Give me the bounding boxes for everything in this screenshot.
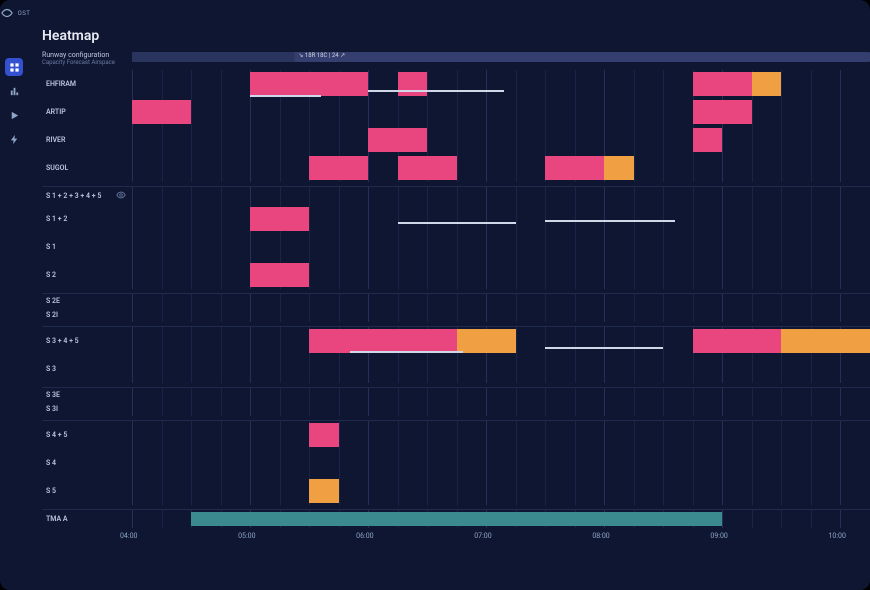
- heatmap-row: S 4 + 5: [42, 421, 870, 449]
- axis-tick: 08:00: [592, 532, 609, 540]
- row-label: S 3: [42, 355, 132, 383]
- row-label: S 5: [42, 477, 132, 505]
- heatmap-row: S 2I: [42, 308, 870, 322]
- heat-cell[interactable]: [545, 156, 604, 180]
- heatmap-row: S 1: [42, 233, 870, 261]
- main: Heatmap Runway configuration Capacity Fo…: [28, 0, 870, 590]
- section-6: TMA A: [42, 509, 870, 528]
- heat-cell[interactable]: [368, 128, 427, 152]
- heat-cell[interactable]: [250, 263, 309, 287]
- brand: OST: [0, 6, 30, 20]
- heatmap-row: EHFIRAM: [42, 70, 870, 98]
- row-label: S 3I: [42, 402, 132, 416]
- heat-cell[interactable]: [752, 72, 782, 96]
- nav-stats-icon[interactable]: [5, 82, 23, 100]
- threshold-bar: [368, 90, 504, 92]
- row-label: RIVER: [42, 126, 132, 154]
- section-0: EHFIRAMARTIPRIVERSUGOL: [42, 70, 870, 182]
- nav: [5, 58, 23, 154]
- heatmap-row: S 3I: [42, 402, 870, 416]
- row-label: TMA A: [42, 510, 132, 528]
- visibility-icon[interactable]: [116, 190, 126, 202]
- heat-cell[interactable]: [191, 512, 722, 526]
- heatmap-panel: Runway configuration Capacity Forecast A…: [42, 52, 870, 544]
- heat-cell[interactable]: [693, 329, 782, 353]
- section-4: S 3ES 3I: [42, 387, 870, 416]
- heatmap-row: SUGOL: [42, 154, 870, 182]
- threshold-bar: [250, 95, 321, 97]
- heat-cell[interactable]: [309, 329, 457, 353]
- heatmap-row: S 2: [42, 261, 870, 289]
- row-label: SUGOL: [42, 154, 132, 182]
- row-label: S 1 + 2: [42, 205, 132, 233]
- row-label: S 4: [42, 449, 132, 477]
- row-label: ARTIP: [42, 98, 132, 126]
- heatmap-row: S 3E: [42, 388, 870, 402]
- axis-tick: 07:00: [474, 532, 491, 540]
- heatmap-row: S 4: [42, 449, 870, 477]
- heatmap-row: RIVER: [42, 126, 870, 154]
- section-3: S 3 + 4 + 5S 3: [42, 326, 870, 383]
- runway-config-label: Runway configuration Capacity Forecast A…: [42, 52, 132, 66]
- heatmap-row: S 3 + 4 + 5: [42, 327, 870, 355]
- config-bar-text: ↘ 18R 18C | 24 ↗: [294, 52, 345, 59]
- section-header: S 1 + 2 + 3 + 4 + 5: [42, 187, 870, 205]
- heat-cell[interactable]: [398, 156, 457, 180]
- threshold-bar: [545, 347, 663, 349]
- row-label: S 3 + 4 + 5: [42, 327, 132, 355]
- time-axis: 04:0005:0006:0007:0008:0009:0010:00: [132, 532, 870, 544]
- row-label: S 1: [42, 233, 132, 261]
- axis-tick: 06:00: [356, 532, 373, 540]
- section-5: S 4 + 5S 4S 5: [42, 420, 870, 505]
- heat-cell[interactable]: [309, 423, 339, 447]
- section-2: S 2ES 2I: [42, 293, 870, 322]
- heat-cell[interactable]: [309, 479, 339, 503]
- config-row: Runway configuration Capacity Forecast A…: [42, 52, 870, 66]
- heatmap-row: TMA A: [42, 510, 870, 528]
- config-bar[interactable]: ↘ 18R 18C | 24 ↗: [132, 52, 870, 62]
- threshold-bar: [398, 222, 516, 224]
- heatmap-row: S 5: [42, 477, 870, 505]
- heatmap-row: S 1 + 2: [42, 205, 870, 233]
- threshold-bar: [545, 220, 675, 222]
- section-header-label: S 1 + 2 + 3 + 4 + 5: [42, 187, 132, 205]
- row-label: S 3E: [42, 388, 132, 402]
- heat-cell[interactable]: [250, 207, 309, 231]
- nav-heatmap-icon[interactable]: [5, 58, 23, 76]
- app-root: OST Heatmap Runway configuration Capacit…: [0, 0, 870, 590]
- heat-cell[interactable]: [693, 128, 723, 152]
- row-label: S 4 + 5: [42, 421, 132, 449]
- sidebar: OST: [0, 0, 28, 590]
- heat-cell[interactable]: [250, 72, 368, 96]
- heat-cell[interactable]: [693, 100, 752, 124]
- heatmap-row: S 3: [42, 355, 870, 383]
- heatmap-row: S 2E: [42, 294, 870, 308]
- heat-cell[interactable]: [309, 156, 368, 180]
- heat-cell[interactable]: [457, 329, 516, 353]
- row-label: S 2I: [42, 308, 132, 322]
- heat-cell[interactable]: [398, 72, 428, 96]
- nav-power-icon[interactable]: [5, 130, 23, 148]
- heat-cell[interactable]: [693, 72, 752, 96]
- row-label: S 2: [42, 261, 132, 289]
- row-label: S 2E: [42, 294, 132, 308]
- heatmap-row: ARTIP: [42, 98, 870, 126]
- page-title: Heatmap: [42, 28, 870, 44]
- section-1: S 1 + 2 + 3 + 4 + 5S 1 + 2S 1S 2: [42, 186, 870, 289]
- heat-cell[interactable]: [132, 100, 191, 124]
- axis-tick: 04:00: [120, 532, 137, 540]
- threshold-bar: [350, 351, 462, 353]
- axis-tick: 10:00: [828, 532, 845, 540]
- heat-cell[interactable]: [604, 156, 634, 180]
- config-bar-wrap: ↘ 18R 18C | 24 ↗: [132, 52, 870, 66]
- row-label: EHFIRAM: [42, 70, 132, 98]
- axis-tick: 05:00: [238, 532, 255, 540]
- axis-tick: 09:00: [710, 532, 727, 540]
- nav-play-icon[interactable]: [5, 106, 23, 124]
- heat-cell[interactable]: [781, 329, 870, 353]
